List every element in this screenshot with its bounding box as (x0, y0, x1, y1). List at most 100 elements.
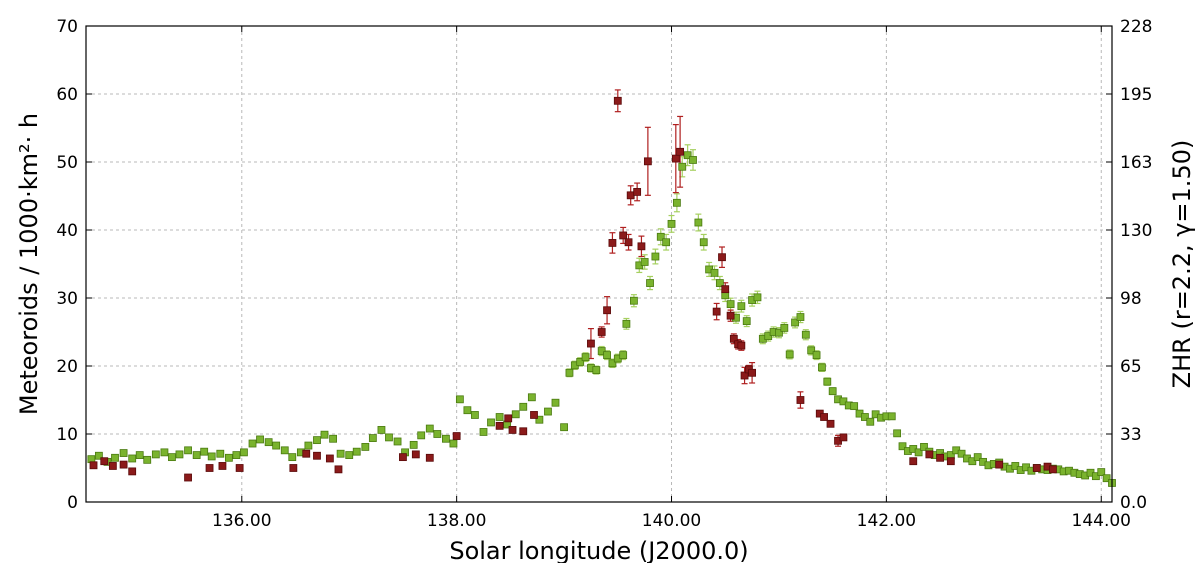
data-point-green (823, 377, 832, 386)
y2-tick-label: 163 (1120, 153, 1152, 173)
data-point-green (479, 428, 488, 436)
data-point-green (495, 413, 504, 421)
data-point-green (914, 448, 923, 457)
data-point-green (377, 426, 386, 434)
data-point-green (1011, 462, 1020, 470)
data-point-green (1091, 472, 1100, 481)
x-tick-label: 140.00 (642, 511, 701, 531)
data-point-green (581, 353, 590, 362)
data-point-green (368, 434, 377, 442)
data-point-green (1102, 474, 1111, 483)
data-point-green (304, 441, 313, 450)
data-point-green (791, 318, 799, 327)
data-point-green (192, 451, 201, 459)
y2-tick-label: 33 (1120, 425, 1142, 445)
data-point-red (495, 421, 504, 430)
data-point-red (718, 253, 726, 262)
y2-tick-label: 130 (1120, 221, 1152, 241)
data-point-green (597, 347, 606, 355)
data-point-red (676, 147, 685, 156)
data-point-green (385, 433, 393, 442)
data-point-red (597, 328, 606, 336)
data-point-green (449, 439, 458, 448)
data-point-green (463, 406, 472, 415)
data-point-green (715, 279, 724, 287)
data-point-green (807, 346, 816, 355)
data-point-green (544, 407, 552, 416)
data-point-green (619, 351, 628, 360)
data-point-red (608, 239, 617, 247)
data-point-red (613, 96, 622, 105)
data-point-red (302, 449, 311, 458)
data-point-green (887, 412, 896, 421)
data-point-green (775, 328, 783, 337)
data-point-red (235, 464, 244, 472)
data-point-green (850, 402, 859, 411)
data-point-red (119, 460, 128, 469)
data-point-green (329, 434, 337, 443)
data-point-green (487, 418, 495, 427)
error-bars (88, 89, 1115, 486)
data-point-red (508, 426, 517, 434)
data-point-red (995, 460, 1004, 469)
data-point-green (417, 431, 426, 440)
data-point-green (151, 450, 160, 459)
data-point-red (205, 464, 214, 472)
data-point-green (576, 358, 585, 366)
data-point-green (603, 351, 611, 360)
data-point-green (812, 351, 821, 360)
data-point-red (100, 457, 109, 466)
data-point-red (108, 462, 117, 470)
y2-axis-title: ZHR (r=2.2, γ=1.50) (1168, 140, 1196, 389)
data-point-green (200, 447, 209, 456)
data-point-green (336, 449, 345, 458)
data-point-green (160, 448, 169, 457)
data-point-green (471, 411, 479, 419)
data-point-red (826, 419, 835, 428)
data-point-red (1032, 464, 1041, 472)
x-tick-label: 144.00 (1072, 511, 1131, 531)
data-point-green (135, 451, 144, 459)
data-point-red (721, 285, 730, 294)
data-point-green (866, 417, 875, 426)
data-point-green (973, 453, 982, 462)
y-tick-label: 0 (67, 493, 78, 513)
y2-tick-label: 65 (1120, 357, 1142, 377)
data-point-green (535, 415, 544, 424)
data-point-red (936, 453, 945, 462)
data-point-green (175, 450, 184, 459)
x-ticks: 136.00 138.00 140.00 142.00 144.00 (212, 26, 1131, 531)
data-point-green (143, 455, 152, 464)
data-point-red (712, 307, 721, 316)
data-point-red (820, 413, 828, 421)
data-point-red (603, 306, 611, 315)
data-point-green (224, 453, 233, 462)
data-point-green (608, 359, 617, 368)
y-tick-label: 50 (56, 153, 78, 173)
data-point-green (726, 300, 735, 309)
data-point-red (624, 238, 633, 247)
y2-tick-label: 195 (1120, 85, 1152, 105)
y-ticks: 0 10 20 30 40 50 60 70 (56, 17, 92, 513)
data-point-green (920, 443, 928, 451)
x-tick-label: 136.00 (212, 511, 271, 531)
data-point-green (839, 397, 848, 406)
data-point-green (207, 452, 216, 461)
data-point-red (313, 451, 321, 460)
data-point-red (504, 414, 513, 423)
data-point-green (898, 442, 907, 451)
data-point-red (726, 311, 735, 320)
data-point-red (218, 462, 227, 470)
data-point-green (683, 151, 692, 160)
data-point-red (289, 464, 298, 472)
data-point-green (248, 439, 257, 448)
data-point-red (334, 465, 343, 474)
y-tick-label: 20 (56, 357, 78, 377)
data-point-green (710, 268, 719, 277)
data-point-green (551, 398, 560, 407)
y-tick-label: 10 (56, 425, 78, 445)
data-point-green (280, 446, 289, 455)
data-point-green (667, 219, 676, 228)
data-point-green (560, 423, 568, 432)
